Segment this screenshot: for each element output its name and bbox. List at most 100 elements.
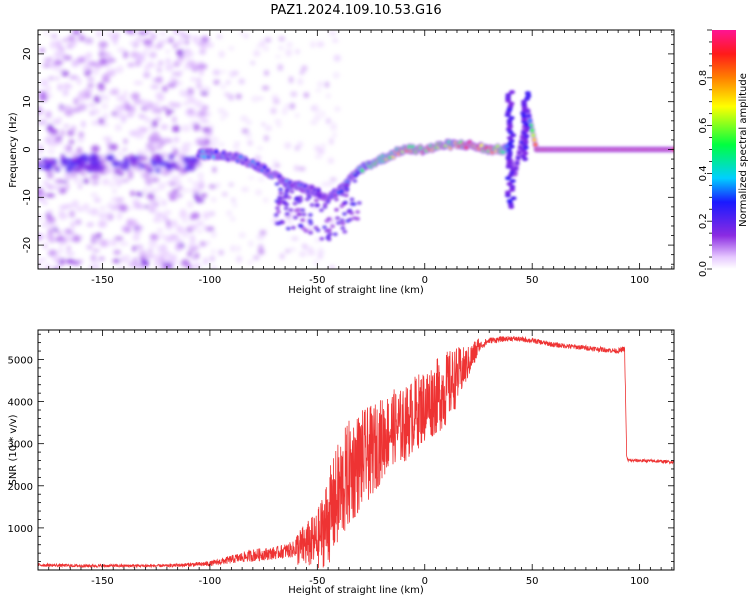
noise-blob (284, 142, 292, 149)
noise-blob (90, 259, 101, 264)
ridge-spread (307, 212, 313, 217)
ridge-spread (352, 178, 358, 183)
noise-blob (142, 187, 148, 194)
ridge-spread (322, 225, 328, 230)
noise-blob (86, 77, 95, 82)
ridge-spread (345, 219, 351, 223)
ridge-spread (322, 205, 328, 210)
ridge-spread (274, 182, 280, 186)
noise-blob (79, 172, 87, 176)
noise-blob (168, 37, 174, 44)
noise-blob (99, 93, 108, 100)
noise-blob (198, 62, 204, 70)
noise-blob (144, 177, 153, 186)
noise-blob (125, 105, 133, 112)
noise-blob (63, 82, 71, 90)
noise-blob (157, 144, 163, 148)
noise-blob (263, 198, 268, 203)
noise-blob (48, 76, 54, 81)
noise-blob (38, 163, 43, 170)
noise-blob (82, 178, 90, 184)
noise-blob (182, 93, 192, 98)
noise-blob (196, 229, 203, 234)
noise-blob (124, 30, 133, 33)
noise-blob (73, 176, 79, 184)
noise-blob (51, 118, 61, 125)
noise-blob (187, 96, 197, 105)
noise-blob (232, 202, 238, 208)
noise-blob (151, 131, 160, 140)
noise-blob (94, 159, 102, 165)
ridge-spread (278, 187, 284, 192)
noise-blob (46, 85, 51, 93)
noise-blob (182, 232, 190, 238)
noise-blob (147, 248, 154, 253)
noise-blob (156, 227, 163, 235)
ridge-spread (338, 189, 344, 194)
spectrogram-y-label: Frequency (Hz) (8, 112, 19, 188)
noise-blob (46, 124, 54, 132)
noise-blob (161, 85, 168, 93)
noise-blob (45, 94, 53, 98)
noise-blob (234, 141, 240, 146)
noise-blob (114, 236, 124, 241)
noise-blob (255, 189, 263, 196)
noise-blob (102, 73, 110, 82)
ridge-core (501, 150, 506, 154)
noise-blob (116, 95, 122, 102)
noise-blob (217, 108, 226, 114)
noise-blob (320, 110, 326, 118)
noise-blob (109, 89, 119, 95)
noise-blob (187, 108, 195, 114)
noise-blob (328, 30, 337, 36)
noise-blob (89, 265, 94, 269)
noise-blob (55, 50, 63, 58)
noise-blob (271, 95, 279, 100)
noise-blob (175, 165, 182, 171)
noise-blob (60, 159, 69, 167)
ridge-smear (524, 91, 531, 96)
noise-blob (303, 92, 309, 98)
noise-blob (156, 196, 161, 201)
noise-blob (166, 112, 171, 116)
spectrogram-x-tick-label: 0 (422, 275, 428, 286)
noise-blob (171, 125, 181, 133)
noise-blob (108, 143, 118, 151)
noise-blob (144, 205, 149, 209)
snr-y-tick-label: 5000 (8, 355, 33, 366)
noise-blob (50, 39, 58, 48)
noise-blob (182, 142, 193, 146)
noise-blob (243, 34, 249, 39)
ridge-spread (283, 191, 289, 196)
noise-blob (277, 64, 284, 71)
noise-blob (62, 38, 69, 42)
ridge-spread (293, 208, 299, 213)
noise-blob (211, 197, 217, 202)
noise-blob (134, 228, 142, 236)
noise-blob (38, 142, 41, 147)
noise-blob (176, 49, 185, 56)
noise-blob (78, 131, 85, 139)
noise-blob (65, 228, 71, 234)
ridge-spread (355, 210, 361, 214)
noise-blob (156, 245, 165, 253)
noise-blob (58, 212, 68, 220)
noise-blob (105, 31, 116, 38)
noise-blob (143, 148, 150, 154)
noise-blob (98, 47, 106, 52)
noise-blob (275, 55, 282, 59)
noise-blob (47, 209, 54, 215)
noise-blob (46, 171, 54, 179)
noise-blob (264, 70, 269, 76)
ridge-spread (319, 236, 325, 241)
noise-blob (55, 39, 62, 48)
noise-blob (258, 244, 264, 251)
ridge-spread (339, 204, 345, 209)
noise-blob (164, 236, 175, 243)
ridge-spread (339, 218, 345, 223)
noise-blob (95, 30, 103, 38)
noise-blob (85, 53, 92, 60)
noise-blob (180, 208, 186, 214)
ridge-spread (318, 208, 324, 213)
noise-blob (135, 37, 144, 41)
